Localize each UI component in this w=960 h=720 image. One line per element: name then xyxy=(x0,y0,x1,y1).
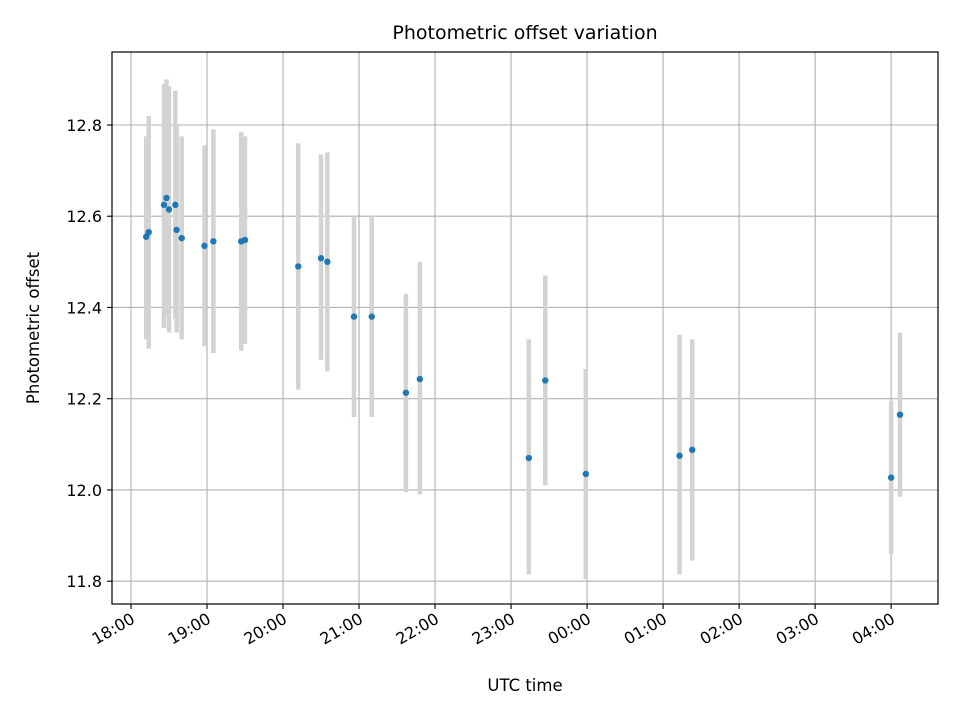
data-point xyxy=(689,446,696,454)
y-tick-label: 12.0 xyxy=(66,481,102,500)
data-point xyxy=(542,377,549,384)
data-point xyxy=(416,375,424,383)
data-point xyxy=(165,206,173,213)
y-tick-label: 11.8 xyxy=(66,572,102,591)
grid-lines xyxy=(112,52,938,604)
data-point xyxy=(887,474,895,481)
y-tick-label: 12.8 xyxy=(66,116,102,135)
data-point xyxy=(172,201,179,209)
data-point xyxy=(317,255,325,262)
data-point xyxy=(163,194,170,202)
y-axis-ticks: 11.8 12.0 12.2 12.4 12.6 12.8 xyxy=(66,116,112,591)
data-point xyxy=(178,234,185,242)
data-point xyxy=(402,389,410,396)
chart-title: Photometric offset variation xyxy=(392,22,657,44)
data-point xyxy=(173,226,180,234)
data-point xyxy=(210,238,217,245)
data-point xyxy=(582,470,590,478)
y-tick-label: 12.4 xyxy=(66,298,102,317)
y-axis-label: Photometric offset xyxy=(24,251,43,404)
x-axis-label: UTC time xyxy=(487,676,562,695)
data-point xyxy=(525,454,533,462)
data-point xyxy=(896,411,904,418)
plot-frame xyxy=(111,51,939,605)
data-point xyxy=(241,236,249,244)
data-point xyxy=(324,258,331,266)
data-point xyxy=(160,201,168,209)
data-point xyxy=(145,228,152,236)
data-points xyxy=(143,194,904,481)
data-point xyxy=(676,452,683,459)
y-tick-label: 12.6 xyxy=(66,207,102,226)
data-point xyxy=(368,313,375,320)
y-tick-label: 12.2 xyxy=(66,390,102,409)
data-point xyxy=(201,242,208,250)
data-point xyxy=(295,263,302,270)
data-point xyxy=(350,313,358,320)
